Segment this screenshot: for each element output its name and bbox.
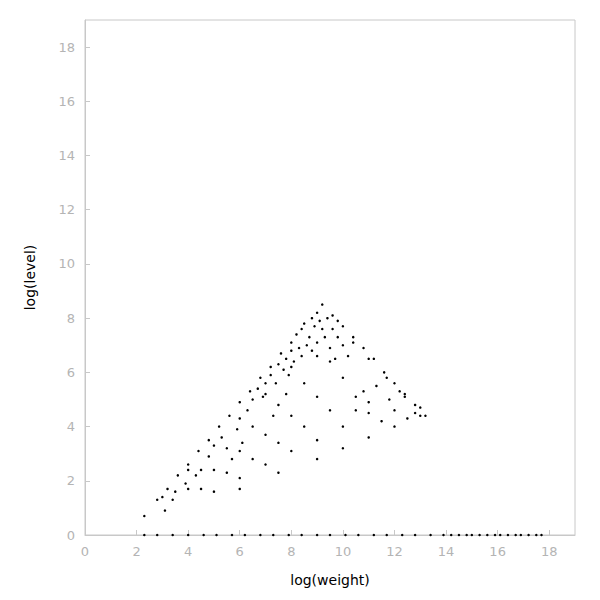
svg-text:18: 18: [58, 40, 75, 55]
svg-text:2: 2: [67, 473, 75, 488]
svg-text:log(weight): log(weight): [290, 572, 369, 588]
svg-text:14: 14: [58, 148, 75, 163]
svg-text:18: 18: [541, 544, 558, 559]
svg-text:4: 4: [67, 419, 75, 434]
svg-text:6: 6: [67, 365, 75, 380]
svg-text:0: 0: [67, 528, 75, 543]
svg-text:2: 2: [132, 544, 140, 559]
svg-text:8: 8: [287, 544, 295, 559]
svg-text:12: 12: [386, 544, 403, 559]
svg-text:log(level): log(level): [22, 245, 38, 311]
svg-text:16: 16: [489, 544, 506, 559]
svg-text:8: 8: [67, 311, 75, 326]
svg-text:10: 10: [58, 256, 75, 271]
svg-text:12: 12: [58, 202, 75, 217]
svg-text:14: 14: [438, 544, 455, 559]
svg-text:6: 6: [236, 544, 244, 559]
svg-text:0: 0: [81, 544, 89, 559]
svg-text:4: 4: [184, 544, 192, 559]
svg-text:16: 16: [58, 94, 75, 109]
svg-text:10: 10: [335, 544, 352, 559]
